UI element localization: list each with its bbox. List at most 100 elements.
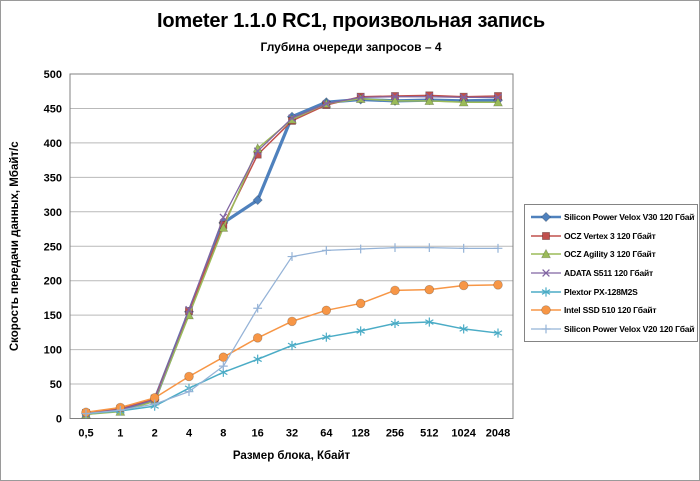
asterisk-marker <box>390 318 400 329</box>
x-tick-label: 16 <box>252 428 264 440</box>
y-axis-title: Скорость передачи данных, Мбайт/с <box>9 141 21 351</box>
plus-marker <box>493 243 503 253</box>
x-marker <box>391 92 399 101</box>
x-tick-label: 4 <box>186 428 193 440</box>
circle-marker <box>184 371 194 382</box>
series-5 <box>81 280 503 418</box>
x-tick-label: 512 <box>420 428 438 440</box>
circle-marker <box>252 333 263 343</box>
plus-marker <box>150 399 160 409</box>
legend-label: Silicon Power Velox V30 120 Гбайт <box>564 212 695 223</box>
circle-marker <box>287 316 297 327</box>
legend-label: Plextor PX-128M2S <box>564 286 638 297</box>
x-tick-label: 32 <box>286 428 298 440</box>
legend-label: Intel SSD 510 120 Гбайт <box>564 305 657 316</box>
plus-marker <box>218 361 228 371</box>
circle-legend-swatch <box>531 305 561 315</box>
y-tick-label: 0 <box>56 414 62 426</box>
legend-label: OCZ Agility 3 120 Гбайт <box>564 249 656 260</box>
plus-marker <box>390 243 400 253</box>
asterisk-marker <box>287 340 297 351</box>
legend-item: Silicon Power Velox V20 120 Гбайт <box>531 323 695 335</box>
y-tick-label: 50 <box>50 379 62 391</box>
x-tick-label: 2048 <box>486 428 510 440</box>
x-marker <box>322 99 331 108</box>
asterisk-marker <box>493 328 503 338</box>
plus-marker <box>253 303 263 313</box>
x-tick-label: 1 <box>117 428 123 440</box>
diamond-legend-swatch <box>531 212 561 223</box>
y-tick-label: 300 <box>44 207 62 219</box>
legend-item: ADATA S511 120 Гбайт <box>531 267 695 279</box>
triangle-legend-swatch <box>531 249 561 259</box>
square-legend-swatch <box>531 231 561 240</box>
plus-marker <box>459 243 469 253</box>
x-tick-label: 8 <box>220 428 226 440</box>
asterisk-marker <box>425 317 434 327</box>
chart-title: Iometer 1.1.0 RC1, произвольная запись <box>157 10 545 32</box>
asterisk-legend-swatch <box>531 286 561 297</box>
y-tick-label: 100 <box>44 345 62 357</box>
triangle-marker <box>390 95 400 106</box>
x-marker <box>219 213 228 222</box>
circle-marker <box>493 280 503 290</box>
x-marker <box>542 269 550 277</box>
diamond-marker <box>252 194 263 206</box>
chart-subtitle: Глубина очереди запросов – 4 <box>260 40 442 54</box>
plus-marker <box>287 252 297 261</box>
y-tick-label: 400 <box>44 138 62 150</box>
plus-marker <box>184 387 194 397</box>
x-marker <box>253 147 262 156</box>
x-marker <box>459 93 468 102</box>
legend-item: Intel SSD 510 120 Гбайт <box>531 304 695 316</box>
y-tick-label: 350 <box>44 172 62 184</box>
asterisk-marker <box>541 286 551 297</box>
plus-marker <box>424 243 434 253</box>
x-tick-label: 128 <box>351 428 369 440</box>
asterisk-marker <box>253 354 262 364</box>
legend-item: Plextor PX-128M2S <box>531 286 695 298</box>
circle-marker <box>424 284 435 295</box>
triangle-marker <box>493 96 503 107</box>
y-tick-label: 450 <box>44 103 62 115</box>
legend-label: OCZ Vertex 3 120 Гбайт <box>564 230 656 241</box>
circle-marker <box>458 280 469 291</box>
circle-marker <box>321 305 332 316</box>
x-tick-label: 0,5 <box>78 428 93 440</box>
x-tick-label: 1024 <box>451 428 476 440</box>
diamond-marker <box>540 212 552 223</box>
x-marker <box>356 93 365 102</box>
triangle-marker <box>458 96 469 107</box>
circle-marker <box>541 305 551 315</box>
x-marker <box>425 92 434 101</box>
triangle-marker <box>218 222 229 232</box>
square-marker <box>541 231 550 240</box>
x-tick-label: 2 <box>152 428 158 440</box>
asterisk-marker <box>356 326 365 336</box>
plot-border <box>69 73 514 419</box>
circle-marker <box>390 285 400 296</box>
x-tick-label: 64 <box>320 428 333 440</box>
series-line <box>85 247 498 415</box>
circle-marker <box>355 298 366 309</box>
legend-label: Silicon Power Velox V20 120 Гбайт <box>564 323 695 334</box>
y-tick-label: 250 <box>44 241 62 253</box>
legend-label: ADATA S511 120 Гбайт <box>564 267 654 278</box>
asterisk-marker <box>459 324 468 334</box>
circle-marker <box>218 352 229 362</box>
plus-marker <box>81 409 91 419</box>
x-axis-title: Размер блока, Кбайт <box>233 450 351 462</box>
triangle-marker <box>541 249 551 259</box>
x-marker <box>494 93 502 102</box>
y-tick-label: 500 <box>44 69 62 81</box>
legend-item: OCZ Vertex 3 120 Гбайт <box>531 230 695 242</box>
y-tick-label: 150 <box>44 310 62 322</box>
x-marker <box>288 114 296 122</box>
plus-marker <box>356 244 366 254</box>
x-tick-label: 256 <box>386 428 404 440</box>
series-6 <box>81 243 503 419</box>
asterisk-marker <box>322 332 331 342</box>
x-legend-swatch <box>531 269 561 277</box>
